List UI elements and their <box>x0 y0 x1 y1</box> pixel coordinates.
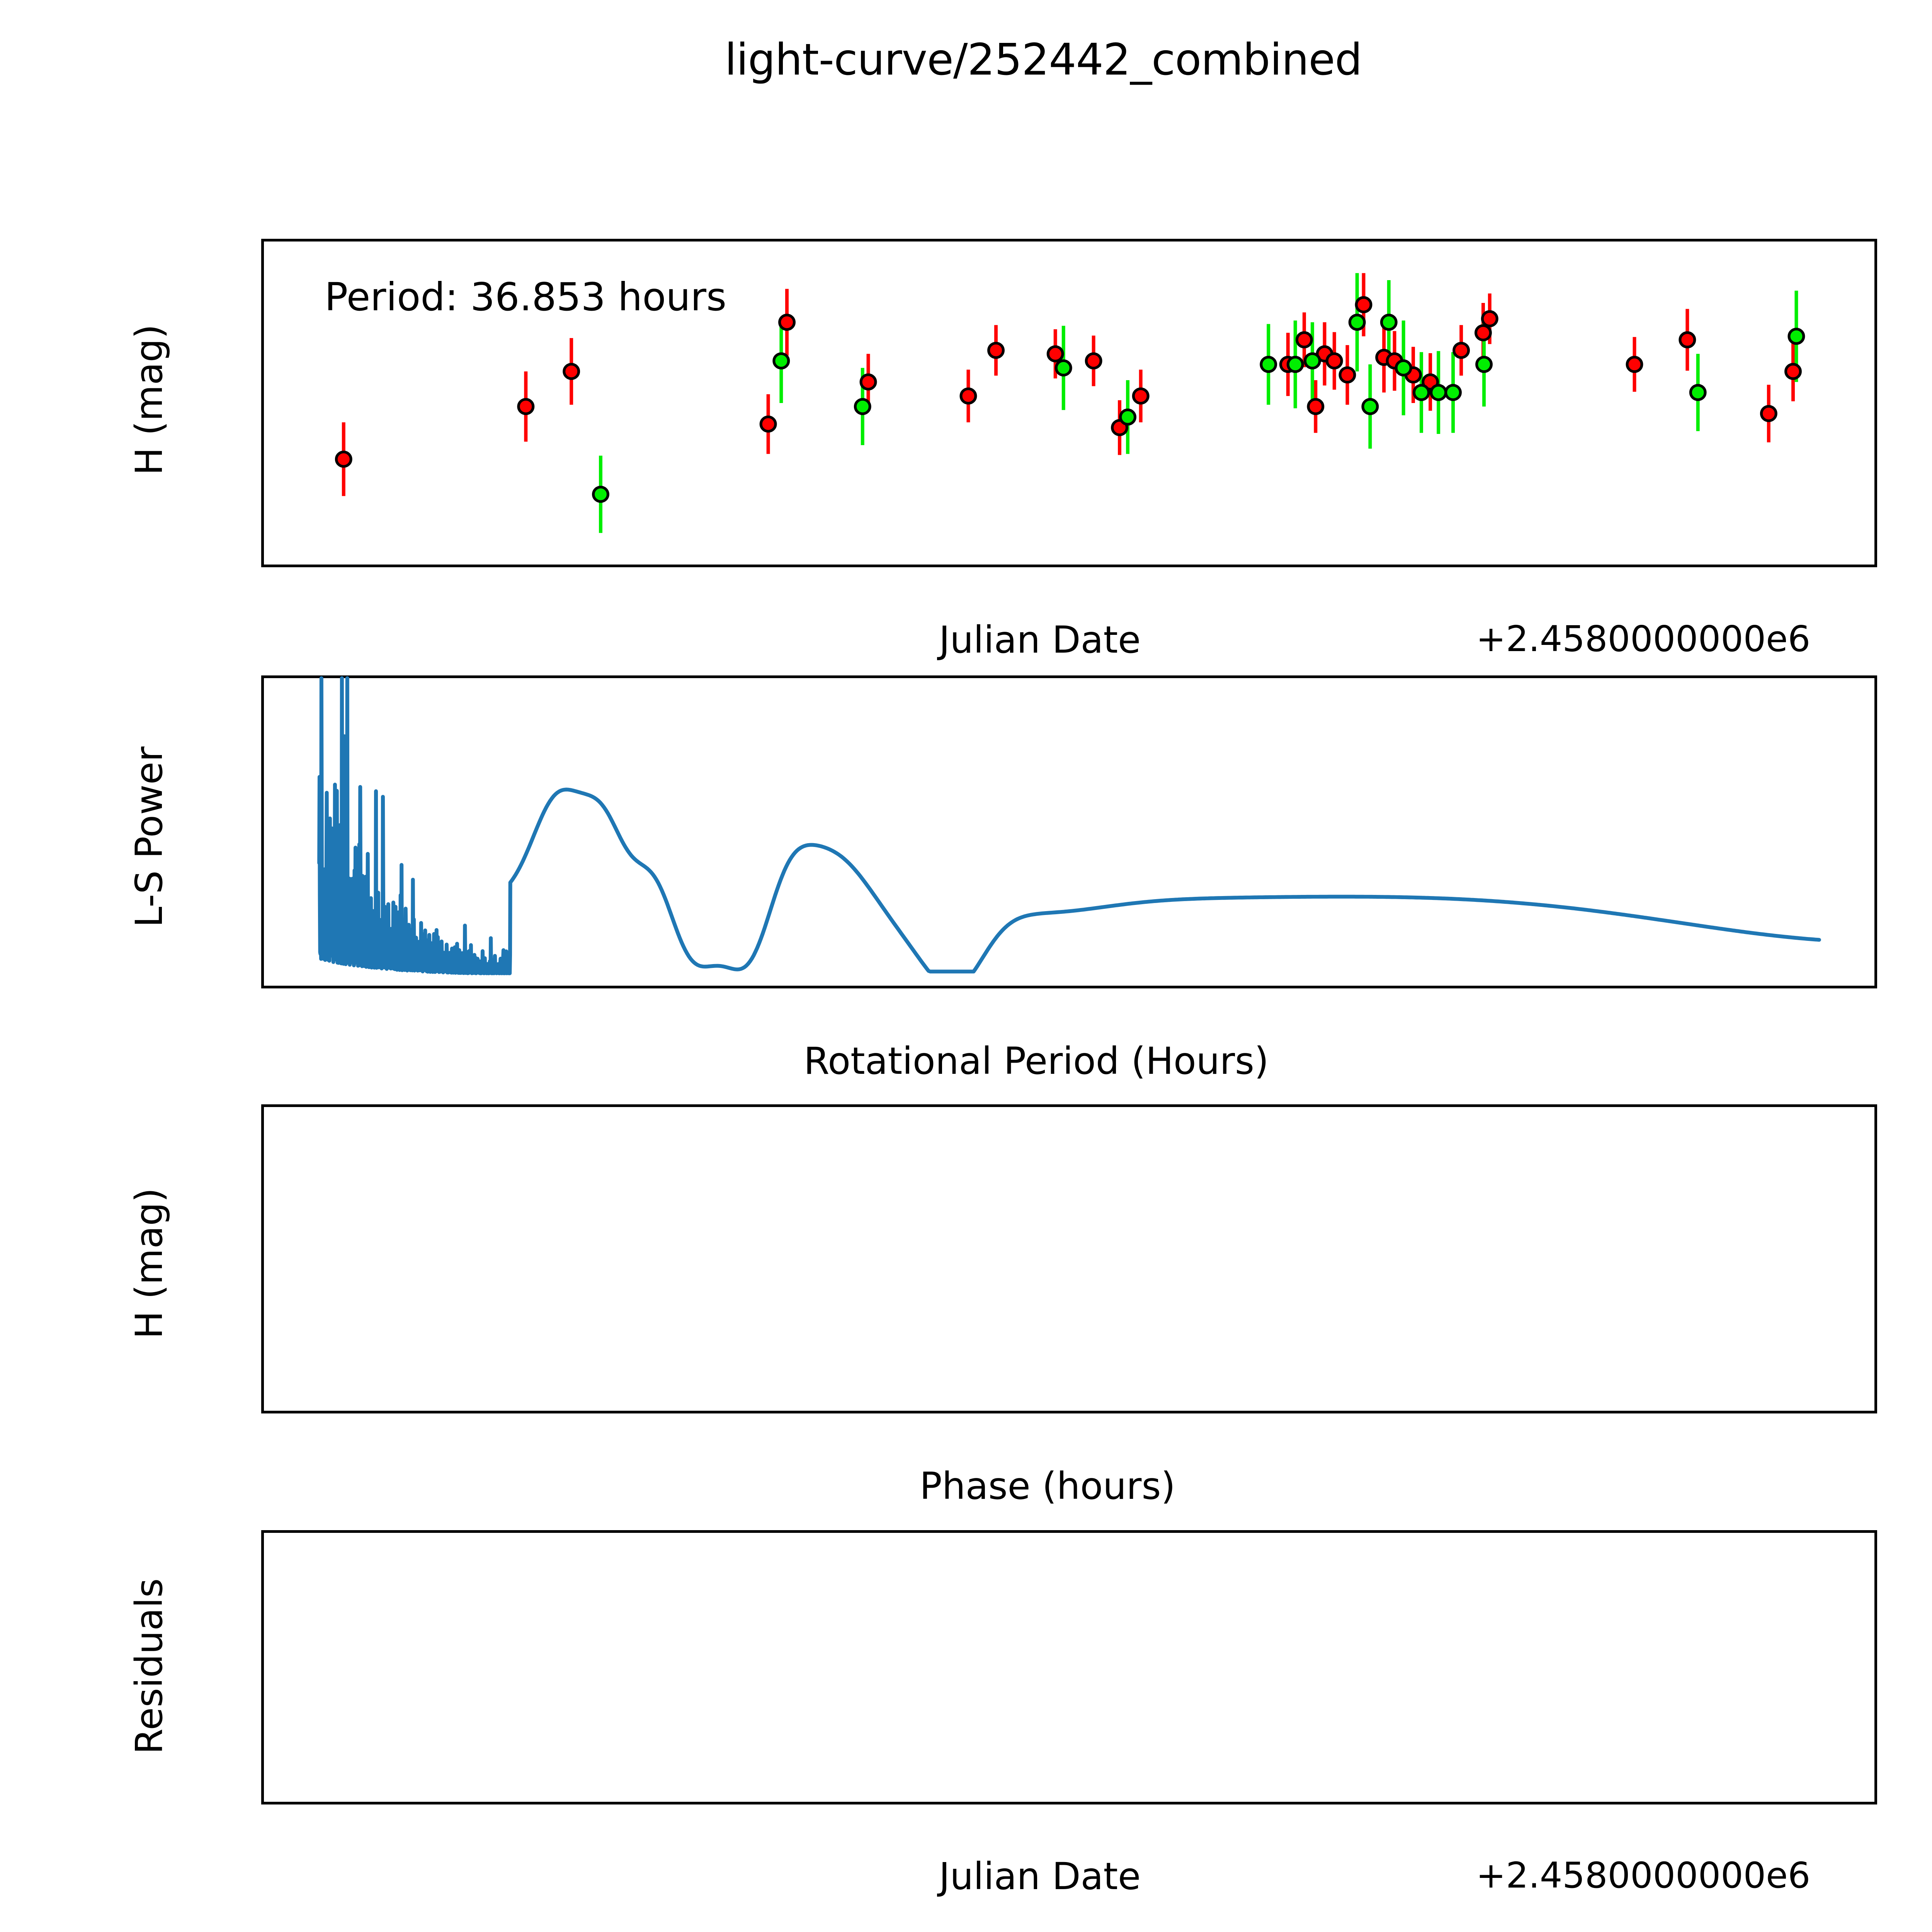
panel-periodogram <box>261 675 1877 988</box>
series-green <box>599 273 1798 533</box>
periodogram-ylabel: L-S Power <box>128 746 171 927</box>
markers-green <box>592 313 1805 503</box>
lightcurve-ylabel: H (mag) <box>128 324 171 475</box>
periodogram-plot-area <box>317 676 1821 975</box>
phase-ylabel: H (mag) <box>128 1188 171 1339</box>
phase-plot-area <box>264 1107 1874 1411</box>
markers-red <box>335 296 1802 468</box>
residuals-xlabel: Julian Date <box>939 1855 1141 1898</box>
periodogram-curve <box>317 676 1821 975</box>
panel-lightcurve <box>261 239 1877 567</box>
period-annotation: Period: 36.853 hours <box>325 274 727 320</box>
periodogram-xlabel: Rotational Period (Hours) <box>804 1039 1269 1083</box>
panel-phase-folded <box>261 1104 1877 1413</box>
residuals-ylabel: Residuals <box>128 1578 171 1754</box>
lightcurve-x-offset: +2.4580000000e6 <box>1476 618 1811 660</box>
lightcurve-plot-area <box>335 273 1805 533</box>
lightcurve-xlabel: Julian Date <box>939 618 1141 662</box>
figure-title: light-curve/252442_combined <box>724 35 1362 85</box>
residuals-x-offset: +2.4580000000e6 <box>1476 1855 1811 1896</box>
phase-xlabel: Phase (hours) <box>920 1464 1175 1508</box>
residuals-plot-area <box>264 1533 1874 1802</box>
panel-residuals <box>261 1530 1877 1804</box>
